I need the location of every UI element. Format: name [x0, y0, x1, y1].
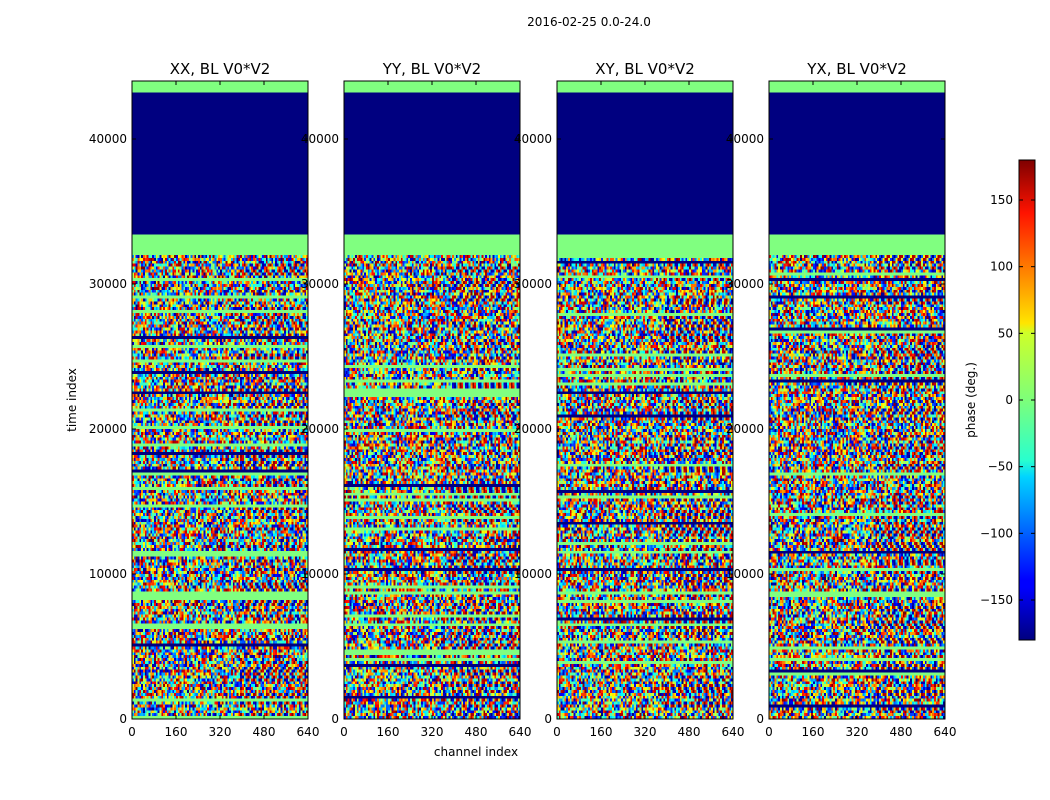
y-tick-label: 30000 [726, 277, 764, 291]
y-tick-label: 30000 [514, 277, 552, 291]
x-tick-label: 320 [634, 725, 657, 739]
heatmap-image-yx [769, 81, 945, 719]
y-tick-label: 10000 [514, 567, 552, 581]
colorbar-tick-label: −50 [988, 460, 1013, 474]
x-tick-label: 320 [209, 725, 232, 739]
y-tick-label: 10000 [301, 567, 339, 581]
colorbar-tick-label: 100 [990, 260, 1013, 274]
colorbar-tick-label: −100 [980, 526, 1013, 540]
panels-layer: XX, BL V0*V2 0 160 320 480 640 0 10000 20000 3000… [89, 60, 957, 739]
y-tick-label: 20000 [301, 422, 339, 436]
heatmap-image-xx [132, 81, 308, 719]
y-tick-label: 10000 [726, 567, 764, 581]
y-tick-label: 10000 [89, 567, 127, 581]
y-tick-label: 0 [331, 712, 339, 726]
y-tick-label: 0 [544, 712, 552, 726]
x-tick-label: 480 [465, 725, 488, 739]
x-tick-label: 0 [765, 725, 773, 739]
y-tick-label: 20000 [514, 422, 552, 436]
y-tick-label: 40000 [89, 132, 127, 146]
x-tick-label: 320 [846, 725, 869, 739]
x-tick-label: 480 [890, 725, 913, 739]
x-tick-label: 0 [553, 725, 561, 739]
panel-yx: YX, BL V0*V2 0 160 320 480 640 0 10000 20000 3000… [726, 60, 957, 739]
x-axis-label: channel index [434, 745, 518, 759]
x-tick-label: 480 [253, 725, 276, 739]
x-tick-label: 640 [722, 725, 745, 739]
x-tick-label: 320 [421, 725, 444, 739]
colorbar: −150 −100 −50 0 50 100 150 phase (deg.) [964, 159, 1036, 641]
panel-xy: XY, BL V0*V2 0 160 320 480 640 0 10000 20000 3000… [514, 60, 745, 739]
panel-yy: YY, BL V0*V2 0 160 320 480 640 0 10000 20000 3000… [301, 60, 532, 739]
y-tick-label: 20000 [726, 422, 764, 436]
panel-title: XY, BL V0*V2 [595, 60, 695, 78]
x-tick-label: 160 [802, 725, 825, 739]
x-tick-label: 640 [297, 725, 320, 739]
y-tick-label: 0 [119, 712, 127, 726]
panel-title: YY, BL V0*V2 [382, 60, 481, 78]
x-tick-label: 0 [128, 725, 136, 739]
y-tick-label: 40000 [301, 132, 339, 146]
x-tick-label: 160 [165, 725, 188, 739]
y-axis-label: time index [65, 368, 79, 432]
colorbar-ticks: −150 −100 −50 0 50 100 150 [980, 193, 1035, 607]
panel-title: YX, BL V0*V2 [806, 60, 907, 78]
y-tick-label: 40000 [726, 132, 764, 146]
y-tick-label: 40000 [514, 132, 552, 146]
panel-xx: XX, BL V0*V2 0 160 320 480 640 0 10000 20000 3000… [89, 60, 320, 739]
colorbar-tick-label: −150 [980, 593, 1013, 607]
x-tick-label: 640 [509, 725, 532, 739]
colorbar-tick-label: 150 [990, 193, 1013, 207]
heatmap-image-xy [557, 81, 733, 719]
figure-title: 2016-02-25 0.0-24.0 [527, 15, 651, 29]
x-tick-label: 160 [377, 725, 400, 739]
y-tick-label: 30000 [301, 277, 339, 291]
panel-title: XX, BL V0*V2 [170, 60, 271, 78]
y-tick-label: 20000 [89, 422, 127, 436]
heatmap-image-yy [344, 81, 520, 719]
colorbar-tick-label: 50 [998, 326, 1013, 340]
x-tick-label: 640 [934, 725, 957, 739]
y-tick-label: 30000 [89, 277, 127, 291]
x-tick-label: 480 [678, 725, 701, 739]
y-tick-label: 0 [756, 712, 764, 726]
x-tick-label: 0 [340, 725, 348, 739]
colorbar-tick-label: 0 [1005, 393, 1013, 407]
x-tick-label: 160 [590, 725, 613, 739]
colorbar-label: phase (deg.) [964, 362, 978, 438]
